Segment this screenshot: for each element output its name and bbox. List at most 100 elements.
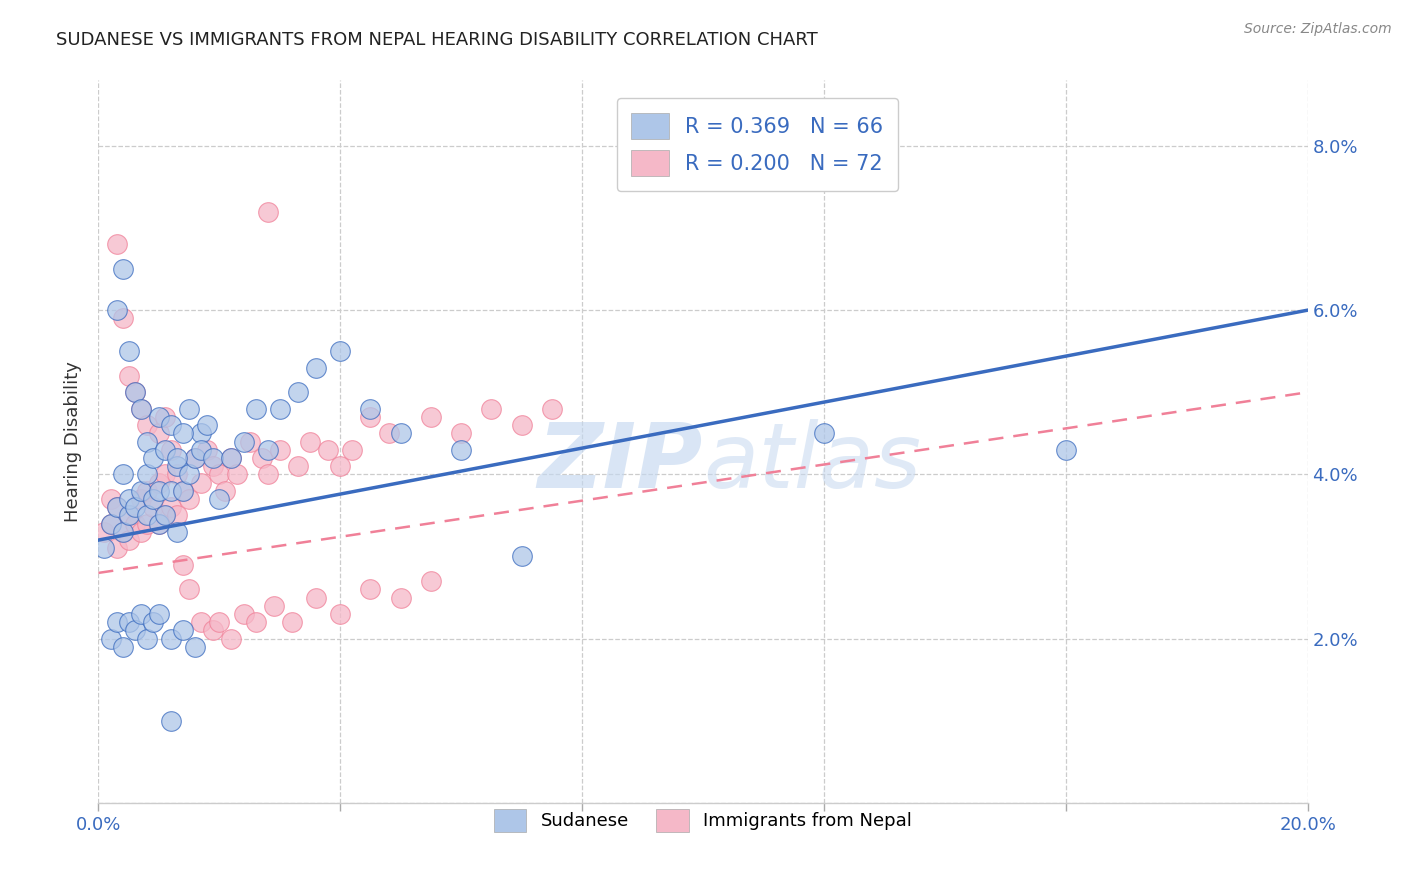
Point: [269, 401, 291, 416]
Point: [329, 607, 352, 621]
Legend: Sudanese, Immigrants from Nepal: Sudanese, Immigrants from Nepal: [481, 796, 925, 845]
Point: [360, 582, 382, 597]
Point: [142, 500, 165, 515]
Point: [118, 491, 141, 506]
Point: [208, 491, 231, 506]
Point: [195, 418, 218, 433]
Point: [166, 508, 188, 523]
Point: [129, 401, 152, 416]
Point: [118, 615, 141, 630]
Point: [142, 615, 165, 630]
Point: [135, 632, 157, 646]
Point: [148, 516, 170, 531]
Point: [105, 237, 128, 252]
Point: [420, 409, 443, 424]
Point: [389, 591, 412, 605]
Point: [153, 467, 176, 482]
Point: [100, 516, 122, 531]
Point: [148, 409, 170, 424]
Point: [245, 615, 267, 630]
Point: [93, 524, 115, 539]
Point: [250, 450, 273, 465]
Point: [160, 500, 183, 515]
Point: [135, 418, 157, 433]
Point: [239, 434, 262, 449]
Point: [450, 442, 472, 457]
Point: [135, 483, 157, 498]
Point: [135, 516, 157, 531]
Point: [221, 632, 243, 646]
Point: [100, 632, 122, 646]
Point: [160, 632, 183, 646]
Point: [153, 508, 176, 523]
Point: [360, 409, 382, 424]
Point: [142, 491, 165, 506]
Point: [195, 442, 218, 457]
Point: [1054, 442, 1077, 457]
Point: [118, 344, 141, 359]
Point: [329, 459, 352, 474]
Point: [135, 508, 157, 523]
Point: [316, 442, 339, 457]
Point: [221, 450, 243, 465]
Point: [232, 434, 254, 449]
Point: [124, 385, 146, 400]
Point: [179, 467, 201, 482]
Point: [281, 615, 304, 630]
Point: [148, 607, 170, 621]
Point: [118, 533, 141, 547]
Point: [190, 442, 212, 457]
Point: [450, 426, 472, 441]
Point: [118, 368, 141, 383]
Point: [179, 491, 201, 506]
Point: [299, 434, 322, 449]
Text: ZIP: ZIP: [537, 419, 703, 508]
Point: [124, 624, 146, 638]
Point: [105, 541, 128, 556]
Point: [208, 615, 231, 630]
Point: [202, 624, 225, 638]
Point: [172, 483, 194, 498]
Point: [342, 442, 364, 457]
Point: [160, 483, 183, 498]
Point: [190, 615, 212, 630]
Point: [305, 360, 328, 375]
Text: atlas: atlas: [703, 419, 921, 508]
Point: [245, 401, 267, 416]
Point: [269, 442, 291, 457]
Point: [214, 483, 236, 498]
Point: [129, 483, 152, 498]
Point: [184, 450, 207, 465]
Point: [813, 426, 835, 441]
Point: [232, 607, 254, 621]
Point: [124, 516, 146, 531]
Point: [148, 475, 170, 490]
Point: [184, 450, 207, 465]
Point: [124, 500, 146, 515]
Point: [153, 508, 176, 523]
Point: [190, 426, 212, 441]
Point: [129, 524, 152, 539]
Point: [420, 574, 443, 588]
Point: [148, 483, 170, 498]
Point: [142, 450, 165, 465]
Point: [510, 549, 533, 564]
Point: [111, 640, 134, 654]
Point: [166, 467, 188, 482]
Point: [153, 409, 176, 424]
Point: [100, 516, 122, 531]
Point: [160, 714, 183, 728]
Point: [124, 385, 146, 400]
Point: [135, 467, 157, 482]
Point: [179, 582, 201, 597]
Point: [160, 442, 183, 457]
Point: [481, 401, 503, 416]
Point: [111, 467, 134, 482]
Point: [105, 615, 128, 630]
Point: [172, 624, 194, 638]
Point: [111, 524, 134, 539]
Point: [208, 467, 231, 482]
Point: [111, 262, 134, 277]
Point: [160, 418, 183, 433]
Point: [360, 401, 382, 416]
